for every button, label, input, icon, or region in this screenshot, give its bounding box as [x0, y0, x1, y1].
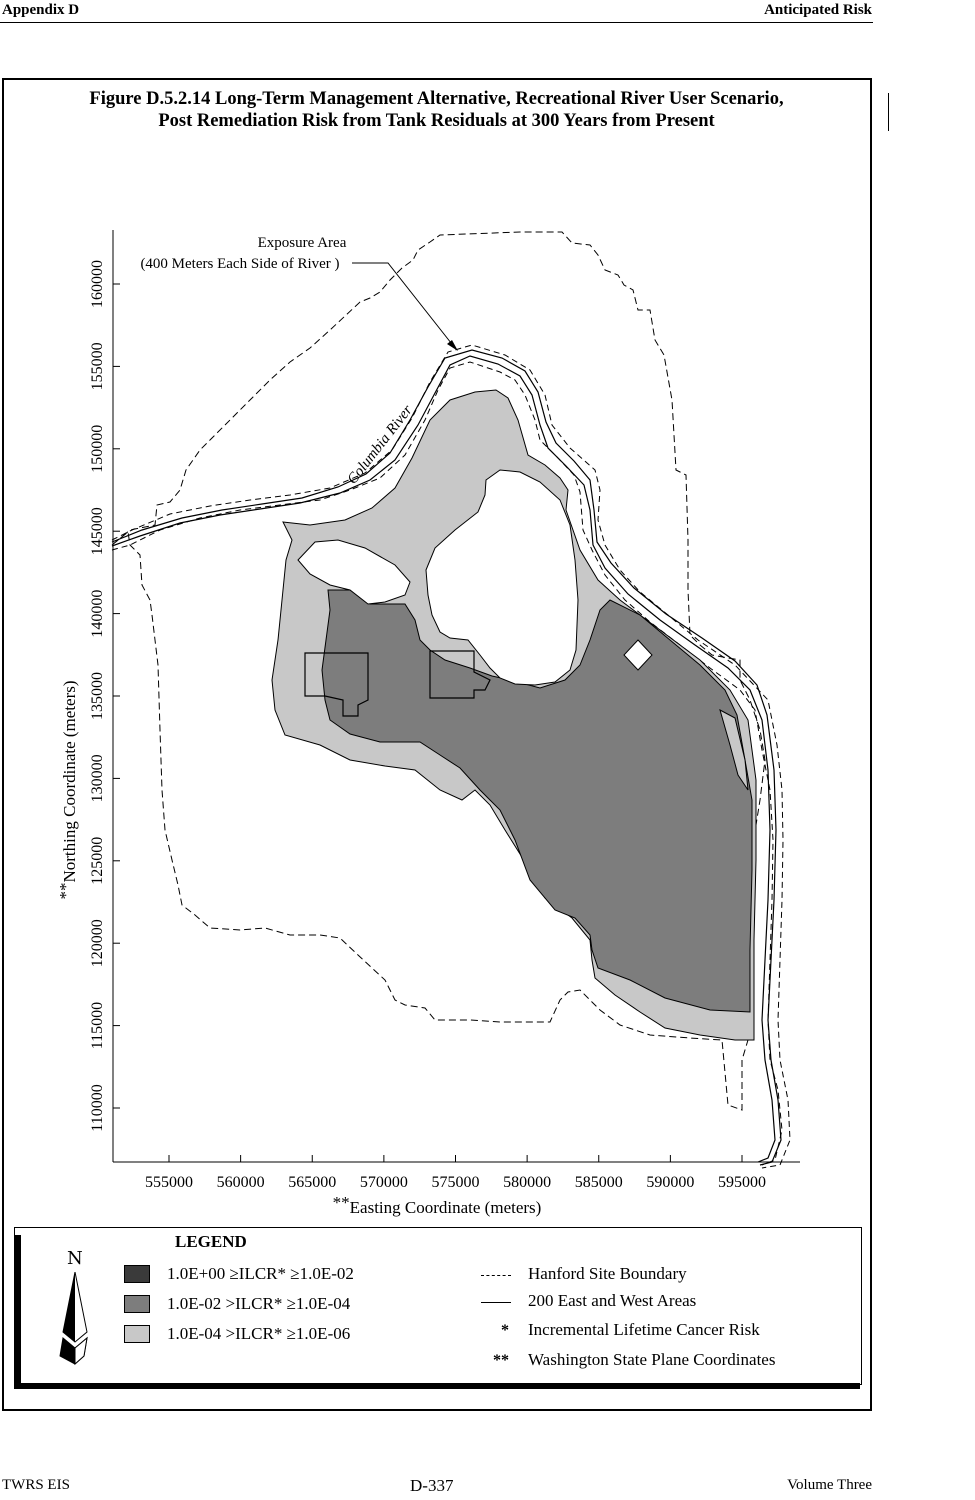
legend-swatch-medium [124, 1295, 150, 1313]
header-rule [0, 22, 873, 23]
y-tick-label: 155000 [89, 342, 106, 390]
header-right: Anticipated Risk [764, 2, 872, 18]
y-tick-label: 160000 [89, 260, 106, 308]
y-tick-label: 150000 [89, 425, 106, 473]
x-tick-label: 570000 [360, 1174, 408, 1191]
y-tick-label: 115000 [89, 1002, 106, 1049]
exposure-area-leader [352, 262, 456, 349]
risk-map: Exposure Area (400 Meters Each Side of R… [56, 230, 800, 1217]
x-tick-label: 595000 [718, 1174, 766, 1191]
columbia-river-bank-2 [111, 349, 782, 1166]
excluded-area-diamond [623, 639, 653, 671]
columbia-river-bank-1 [111, 355, 776, 1163]
y-tick-label: 140000 [89, 590, 106, 638]
200-east-area [429, 650, 491, 699]
exposure-area-label-line2: (400 Meters Each Side of River ) [140, 256, 339, 272]
legend-swatch-low [124, 1325, 150, 1343]
x-tick-label: 580000 [503, 1174, 551, 1191]
y-axis-label: **Northing Coordinate (meters) [56, 680, 79, 899]
excluded-area-west [297, 539, 411, 605]
legend-line-dashed [481, 1275, 511, 1276]
legend-note-coordinates: Washington State Plane Coordinates [528, 1350, 776, 1369]
y-axis-marker: ** [56, 883, 75, 900]
exposure-area-label-line1: Exposure Area [258, 235, 347, 251]
legend-title: LEGEND [175, 1232, 247, 1251]
exposure-area-left-edge [111, 361, 783, 1166]
legend-line-solid [481, 1302, 511, 1303]
footer-left: TWRS EIS [2, 1477, 70, 1493]
header-left: Appendix D [2, 2, 80, 18]
200-west-area [304, 652, 369, 717]
x-axis-text: Easting Coordinate (meters) [350, 1198, 542, 1217]
x-axis-ticks [168, 1155, 743, 1162]
legend-shadow-bottom [14, 1383, 860, 1389]
risk-zone-low-edge [719, 709, 749, 791]
legend-label-200-areas: 200 East and West Areas [528, 1291, 697, 1310]
legend-note-symbol-1: * [501, 1322, 509, 1339]
y-tick-label: 110000 [89, 1084, 106, 1131]
y-tick-label: 130000 [89, 754, 106, 802]
y-axis-ticks [113, 283, 120, 1109]
x-tick-label: 585000 [575, 1174, 623, 1191]
y-axis-text: Northing Coordinate (meters) [60, 680, 79, 882]
figure-title: Figure D.5.2.14 Long-Term Management Alt… [0, 88, 873, 132]
figure-title-line1: Figure D.5.2.14 Long-Term Management Alt… [89, 89, 784, 109]
x-tick-label: 555000 [145, 1174, 193, 1191]
legend-note-symbol-2: ** [493, 1352, 509, 1369]
legend-box [14, 1227, 862, 1385]
exposure-area-arrowhead [447, 340, 458, 351]
x-axis-marker: ** [333, 1193, 350, 1212]
legend-label-site-boundary: Hanford Site Boundary [528, 1264, 687, 1283]
footer-right: Volume Three [787, 1477, 872, 1493]
y-tick-label: 120000 [89, 919, 106, 967]
y-tick-label: 135000 [89, 672, 106, 720]
y-axis-label-group: **Northing Coordinate (meters) [56, 680, 79, 899]
hanford-site-boundary [111, 231, 766, 1111]
north-arrow-icon [59, 1272, 88, 1366]
exposure-area-right-edge [111, 344, 791, 1169]
x-tick-label: 575000 [432, 1174, 480, 1191]
legend-label-low: 1.0E-04 >ILCR* ≥1.0E-06 [167, 1324, 351, 1343]
y-tick-label: 145000 [89, 507, 106, 555]
figure-frame [2, 78, 872, 1411]
legend-label-medium: 1.0E-02 >ILCR* ≥1.0E-04 [167, 1294, 351, 1313]
figure-title-line2: Post Remediation Risk from Tank Residual… [158, 111, 715, 131]
legend-swatch-high [124, 1265, 150, 1283]
x-tick-label: 565000 [288, 1174, 336, 1191]
north-arrow: N [58, 1248, 92, 1368]
x-axis-label: **Easting Coordinate (meters) [333, 1193, 542, 1217]
legend-note-ilcr: Incremental Lifetime Cancer Risk [528, 1320, 760, 1339]
north-symbol: N [67, 1248, 83, 1269]
footer-page-number: D-337 [410, 1476, 454, 1495]
change-bar [888, 93, 889, 131]
y-tick-label: 125000 [89, 837, 106, 885]
x-tick-label: 590000 [646, 1174, 694, 1191]
legend-label-high: 1.0E+00 ≥ILCR* ≥1.0E-02 [167, 1264, 354, 1283]
legend-shadow-left [14, 1235, 21, 1388]
excluded-area-north [425, 469, 579, 686]
x-tick-label: 560000 [217, 1174, 265, 1191]
